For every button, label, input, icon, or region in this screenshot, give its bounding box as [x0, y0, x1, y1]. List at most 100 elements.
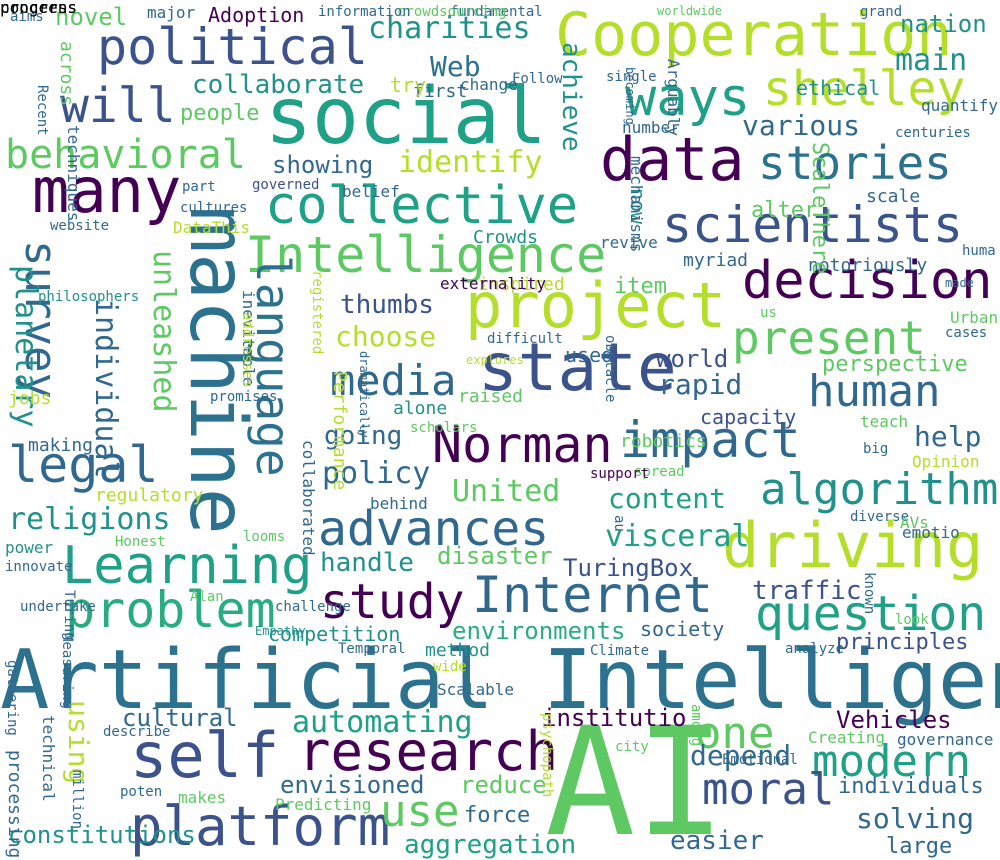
word-internet: Internet: [472, 566, 713, 624]
word-choose: choose: [335, 320, 437, 353]
word-united: United: [452, 474, 561, 509]
word-item: item: [614, 274, 667, 299]
word-capacity: capacity: [700, 405, 797, 429]
word-promises: promises: [210, 389, 278, 405]
word-creating: Creating: [808, 728, 886, 747]
word-platform: platform: [130, 795, 391, 858]
word-known: known: [861, 572, 877, 615]
word-shelley: shelley: [763, 61, 966, 117]
word-poten: poten: [120, 784, 163, 800]
word-scientists: scientists: [662, 196, 964, 254]
word-adoption: Adoption: [208, 3, 305, 27]
word-cases: cases: [945, 325, 988, 341]
word-machine: machine: [172, 206, 262, 535]
word-modern: modern: [812, 736, 971, 787]
word-project: project: [465, 269, 727, 342]
word-robotics: robotics: [620, 431, 707, 452]
word-worldwide: worldwide: [657, 4, 723, 18]
word-information: information: [318, 4, 411, 20]
word-performance: Performance: [329, 371, 350, 491]
word-making: making: [28, 435, 94, 456]
word-gathering: gathering: [4, 660, 20, 736]
word-behavioral: behavioral: [5, 132, 246, 178]
word-diverse: diverse: [850, 509, 910, 525]
word-driving: driving: [722, 509, 984, 582]
word-number: number: [622, 118, 680, 137]
word-nation: nation: [900, 10, 987, 38]
word-empathy: Empathy: [255, 624, 306, 638]
word-alone: alone: [393, 398, 448, 419]
word-urban: Urban: [950, 308, 999, 327]
word-datathis: DataThis: [173, 218, 251, 237]
word-showing: showing: [272, 151, 374, 179]
word-first: first: [413, 81, 468, 102]
word-recent: Recent: [34, 85, 50, 136]
word-reduce: reduce: [460, 771, 547, 799]
word-raised: raised: [458, 386, 524, 407]
word-large: large: [886, 834, 953, 859]
word-individuals: individuals: [838, 774, 984, 799]
word-environments: environments: [452, 617, 626, 645]
word-envisioned: envisioned: [280, 771, 425, 799]
word-emotional: Emotional: [722, 752, 798, 768]
word-main: main: [895, 43, 968, 78]
word-going: going: [324, 421, 403, 451]
word-impact: impact: [620, 411, 801, 469]
word-identify: identify: [398, 145, 543, 180]
word-technical: technical: [39, 715, 58, 802]
word-content: content: [608, 482, 727, 515]
word-philosophers: philosophers: [38, 289, 140, 305]
word-question: question: [755, 586, 987, 642]
word-look: look: [895, 612, 929, 628]
word-problem: problem: [65, 581, 276, 639]
word-analyze: analyze: [785, 641, 845, 657]
word-language: language: [246, 255, 300, 477]
word-million: million: [69, 770, 85, 830]
word-processing: processing: [4, 750, 25, 859]
word-cultures: cultures: [180, 200, 248, 216]
word-novel: novel: [55, 3, 128, 31]
word-behind: behind: [370, 494, 428, 513]
word-principles: principles: [836, 630, 969, 655]
word-part: part: [182, 179, 216, 195]
word-scalable: Scalable: [437, 680, 515, 699]
word-myriad: myriad: [683, 250, 749, 271]
word-rapid: rapid: [658, 368, 743, 401]
word-power: power: [5, 538, 54, 557]
word-perspective: perspective: [822, 352, 968, 377]
word-collaborated: collaborated: [299, 440, 318, 556]
word-techniques: techniques: [64, 125, 83, 222]
word-alter: alter: [751, 198, 818, 223]
word-among: among: [688, 704, 704, 747]
word-follow: Follow: [512, 71, 563, 87]
word-alan: Alan: [190, 589, 224, 605]
word-mechanisms: mechanisms: [627, 156, 646, 253]
word-progress: progress: [0, 0, 78, 17]
word-predicting: Predicting: [275, 795, 372, 814]
word-quantify: quantify: [921, 96, 999, 115]
word-dramatically: dramatically: [357, 351, 371, 438]
word-moral: moral: [702, 764, 835, 815]
word-across: across: [56, 41, 77, 107]
word-au: au: [611, 515, 627, 532]
word-inevitable: inevitable: [239, 290, 258, 387]
word-regulatory: regulatory: [95, 485, 204, 506]
word-innovate: innovate: [5, 559, 73, 575]
word-religions: religions: [8, 502, 171, 537]
word-algorithm: algorithm: [760, 464, 999, 515]
word-major: major: [147, 3, 196, 22]
word-help: help: [914, 420, 982, 453]
word-crowds: Crowds: [473, 227, 539, 248]
word-looms: looms: [243, 529, 286, 545]
word-governed: governed: [252, 177, 320, 193]
word-force: force: [464, 803, 531, 828]
word-institutio: institutio: [542, 704, 687, 732]
word-avs: AVs: [900, 513, 929, 532]
word-crowdsourcing: crowdsourcing: [397, 4, 507, 20]
word-using: using: [62, 700, 95, 785]
word-centuries: centuries: [895, 125, 971, 141]
word-makes: makes: [178, 788, 227, 807]
word-turing: Turing: [61, 590, 77, 641]
word-legal: legal: [8, 436, 159, 494]
word-intelligence: Intelligence: [245, 226, 607, 284]
